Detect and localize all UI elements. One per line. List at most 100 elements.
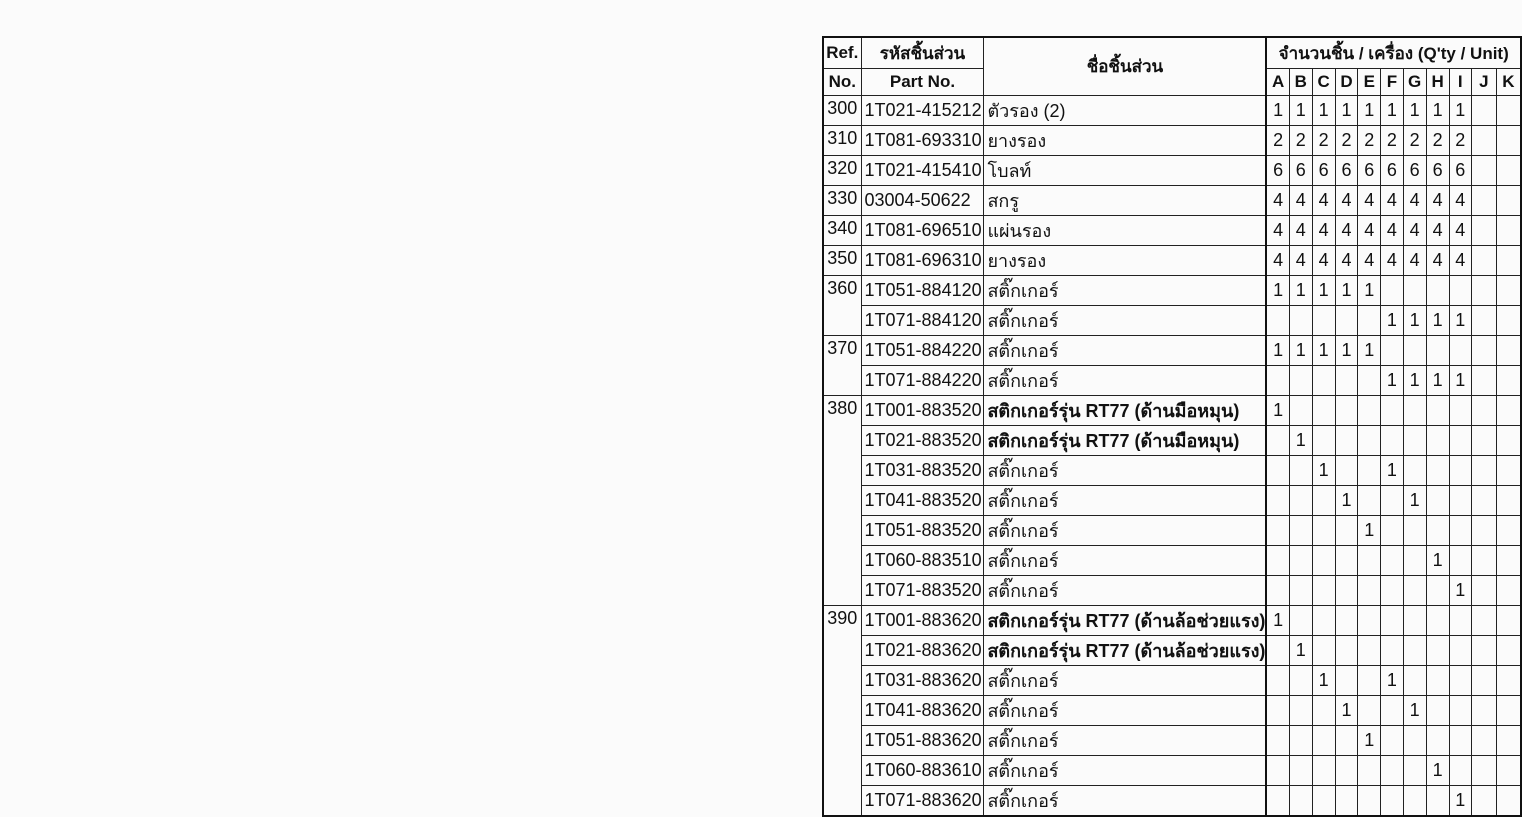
part-no: 1T051-883520	[860, 515, 985, 546]
ref-no: 340	[822, 215, 862, 246]
qty-c: 4	[1311, 185, 1336, 216]
qty-h	[1425, 485, 1450, 516]
qty-c	[1311, 365, 1336, 396]
qty-h: 1	[1425, 305, 1450, 336]
table-row: 340 1T081-696510 แผ่นรอง 4 4 4 4 4 4 4 4 4	[822, 215, 1522, 246]
qty-h: 1	[1425, 365, 1450, 396]
qty-i: 4	[1448, 185, 1472, 216]
qty-h	[1425, 455, 1450, 486]
qty-a	[1265, 785, 1290, 817]
qty-a	[1265, 755, 1290, 786]
qty-a	[1265, 455, 1290, 486]
qty-k	[1495, 725, 1522, 756]
part-name: สติ๊กเกอร์	[983, 575, 1268, 606]
qty-c: 4	[1311, 245, 1336, 276]
qty-f	[1380, 785, 1404, 817]
qty-d	[1334, 605, 1359, 636]
qty-b: 4	[1288, 185, 1313, 216]
qty-e: 1	[1357, 725, 1382, 756]
qty-c	[1311, 515, 1336, 546]
qty-j	[1470, 245, 1497, 276]
table-row: 1T041-883520 สติ๊กเกอร์ 1 1	[823, 485, 1522, 516]
ref-no: 360	[822, 275, 862, 336]
qty-f: 1	[1380, 665, 1404, 696]
qty-h	[1425, 725, 1450, 756]
qty-e: 1	[1357, 515, 1382, 546]
qty-a: 1	[1265, 95, 1290, 126]
qty-e: 1	[1357, 335, 1382, 366]
qty-c	[1311, 305, 1336, 336]
qty-k	[1495, 485, 1522, 516]
qty-f	[1380, 755, 1404, 786]
column-header-i: I	[1448, 68, 1472, 96]
qty-c: 1	[1311, 95, 1336, 126]
qty-h	[1425, 575, 1450, 606]
qty-a: 4	[1265, 215, 1290, 246]
qty-h: 4	[1425, 185, 1450, 216]
table-row: 1T031-883520 สติ๊กเกอร์ 1 1	[823, 455, 1522, 486]
qty-j	[1470, 185, 1497, 216]
qty-j	[1470, 725, 1497, 756]
qty-k	[1495, 425, 1522, 456]
qty-c	[1311, 605, 1336, 636]
column-header-g: G	[1402, 68, 1427, 96]
qty-f: 1	[1380, 365, 1404, 396]
qty-g: 4	[1402, 185, 1427, 216]
qty-d	[1334, 785, 1359, 817]
qty-f: 4	[1380, 185, 1404, 216]
part-name: สติ๊กเกอร์	[983, 275, 1268, 306]
qty-j	[1470, 785, 1497, 817]
qty-g: 2	[1402, 125, 1427, 156]
qty-f: 1	[1380, 95, 1404, 126]
qty-j	[1470, 635, 1497, 666]
qty-d: 2	[1334, 125, 1359, 156]
qty-e: 4	[1357, 245, 1382, 276]
qty-d	[1334, 365, 1359, 396]
qty-b: 1	[1288, 95, 1313, 126]
qty-d	[1334, 395, 1359, 426]
part-no: 1T071-883620	[860, 785, 985, 817]
qty-e	[1357, 455, 1382, 486]
part-no: 1T041-883620	[860, 695, 985, 726]
qty-j	[1470, 275, 1497, 306]
part-no: 1T081-696310	[860, 245, 985, 276]
qty-g	[1402, 725, 1427, 756]
qty-e	[1357, 785, 1382, 817]
qty-k	[1495, 605, 1522, 636]
part-no: 1T021-415410	[860, 155, 985, 186]
qty-i: 4	[1448, 245, 1472, 276]
part-no: 1T060-883510	[860, 545, 985, 576]
ref-no: 370	[822, 335, 862, 396]
qty-h	[1425, 425, 1450, 456]
qty-k	[1495, 395, 1522, 426]
qty-e: 1	[1357, 95, 1382, 126]
qty-f	[1380, 515, 1404, 546]
qty-i: 1	[1448, 365, 1472, 396]
ref-no: 390	[822, 605, 862, 817]
part-no: 1T051-884120	[860, 275, 985, 306]
part-name: แผ่นรอง	[983, 215, 1268, 246]
qty-k	[1495, 545, 1522, 576]
qty-e	[1357, 755, 1382, 786]
table-row: 1T051-883520 สติ๊กเกอร์ 1	[823, 515, 1522, 546]
qty-g: 4	[1402, 245, 1427, 276]
qty-c	[1311, 545, 1336, 576]
qty-i	[1448, 695, 1472, 726]
qty-a	[1265, 575, 1290, 606]
qty-h: 1	[1425, 755, 1450, 786]
part-no: 1T051-884220	[860, 335, 985, 366]
qty-h: 2	[1425, 125, 1450, 156]
qty-d	[1334, 635, 1359, 666]
qty-d: 1	[1334, 335, 1359, 366]
qty-e	[1357, 695, 1382, 726]
qty-i	[1448, 725, 1472, 756]
part-no: 1T021-883620	[860, 635, 985, 666]
qty-j	[1470, 335, 1497, 366]
qty-h	[1425, 275, 1450, 306]
parts-quantity-table: Ref. รหัสชิ้นส่วน ชื่อชิ้นส่วน จำนวนชิ้น…	[822, 36, 1522, 817]
qty-f	[1380, 605, 1404, 636]
qty-b	[1288, 605, 1313, 636]
qty-i	[1448, 755, 1472, 786]
qty-d	[1334, 425, 1359, 456]
qty-h	[1425, 515, 1450, 546]
